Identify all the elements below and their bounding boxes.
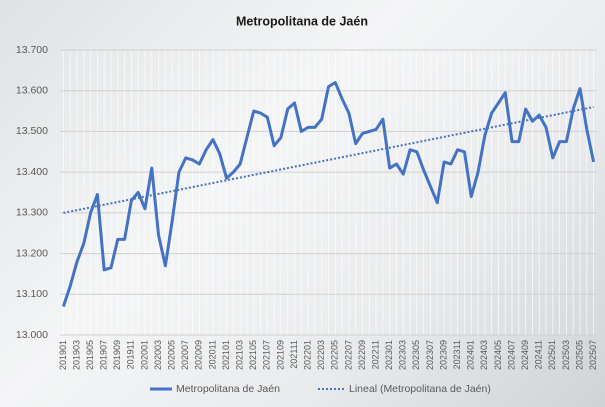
y-tick-label: 13.000 (16, 329, 48, 341)
x-tick-label: 202201 (302, 340, 312, 370)
legend-label: Lineal (Metropolitana de Jaén) (349, 383, 491, 395)
x-tick-label: 202507 (588, 340, 598, 370)
x-tick-label: 202407 (506, 340, 516, 370)
x-tick-label: 201911 (126, 340, 136, 369)
y-tick-label: 13.400 (16, 166, 48, 178)
x-tick-label: 202001 (139, 340, 149, 370)
x-tick-label: 202411 (534, 340, 544, 369)
x-tick-label: 202303 (398, 340, 408, 370)
x-tick-label: 202405 (493, 340, 503, 370)
x-tick-label: 202205 (330, 340, 340, 370)
x-tick-label: 202105 (248, 340, 258, 370)
x-tick-label: 202209 (357, 340, 367, 370)
x-tick-label: 201901 (58, 340, 68, 370)
x-tick-label: 202207 (343, 340, 353, 370)
y-tick-label: 13.500 (16, 125, 48, 137)
y-tick-label: 13.100 (16, 288, 48, 300)
x-tick-label: 202007 (180, 340, 190, 370)
data-line (61, 81, 596, 307)
x-tick-label: 202109 (275, 340, 285, 370)
x-tick-label: 202305 (411, 340, 421, 370)
x-tick-label: 202409 (520, 340, 530, 370)
x-tick-label: 202011 (207, 340, 217, 369)
x-tick-label: 202403 (479, 340, 489, 370)
x-tick-label: 202501 (547, 340, 557, 370)
legend-label: Metropolitana de Jaén (176, 383, 280, 395)
x-tick-label: 202505 (574, 340, 584, 370)
chart-title: Metropolitana de Jaén (236, 14, 368, 28)
x-tick-label: 201905 (85, 340, 95, 370)
x-tick-label: 202401 (466, 340, 476, 370)
x-tick-label: 202103 (235, 340, 245, 370)
y-tick-label: 13.700 (16, 44, 48, 56)
x-tick-label: 202005 (167, 340, 177, 370)
x-tick-label: 201907 (99, 340, 109, 370)
x-tick-label: 202003 (153, 340, 163, 370)
x-tick-label: 202211 (370, 340, 380, 369)
x-tick-label: 202101 (221, 340, 231, 370)
x-tick-label: 202311 (452, 340, 462, 369)
x-tick-label: 202203 (316, 340, 326, 370)
x-tick-label: 202309 (438, 340, 448, 370)
x-tick-label: 202111 (289, 340, 299, 369)
y-tick-label: 13.300 (16, 207, 48, 219)
x-tick-label: 202009 (194, 340, 204, 370)
x-tick-label: 201909 (112, 340, 122, 370)
x-tick-label: 201903 (71, 340, 81, 370)
x-tick-label: 202307 (425, 340, 435, 370)
y-tick-label: 13.200 (16, 247, 48, 259)
y-tick-label: 13.600 (16, 84, 48, 96)
x-tick-label: 202107 (262, 340, 272, 370)
x-tick-label: 202301 (384, 340, 394, 370)
x-tick-label: 202503 (561, 340, 571, 370)
